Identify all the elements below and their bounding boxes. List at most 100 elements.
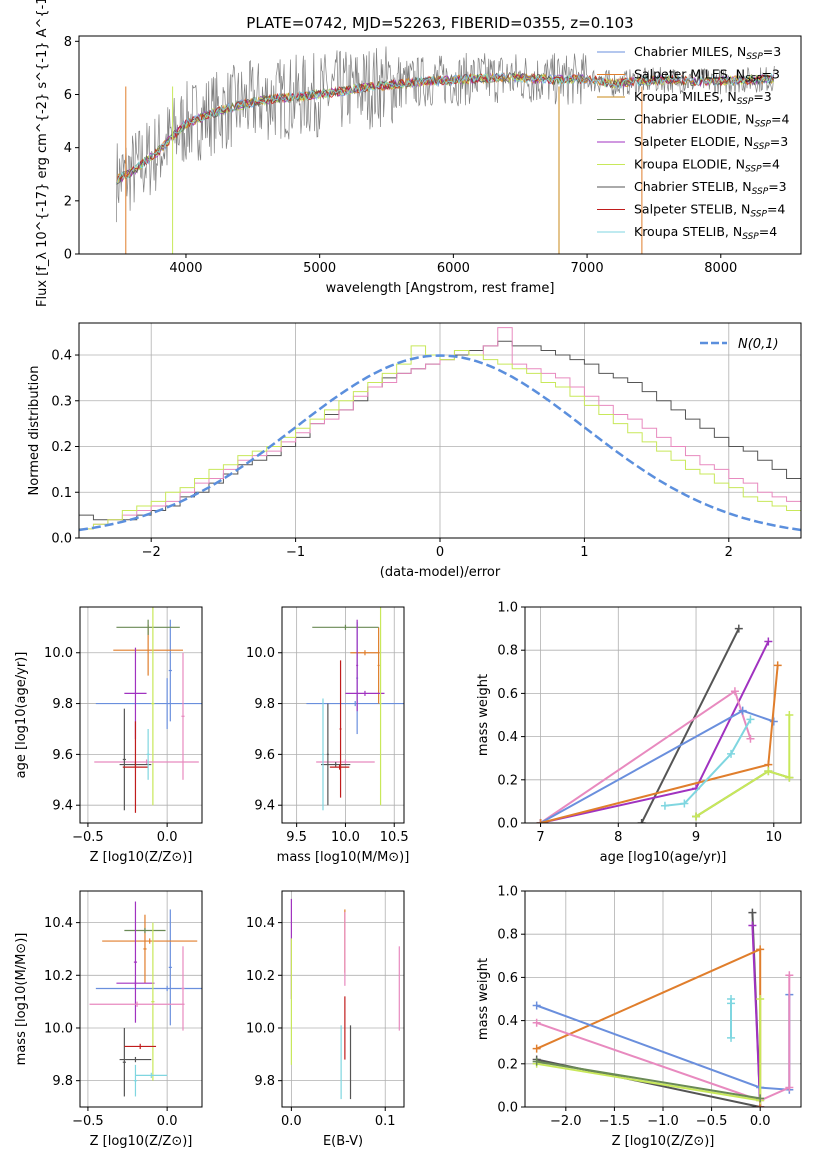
weight-marker <box>727 995 736 1003</box>
weight-line <box>695 770 790 818</box>
plot-area <box>115 46 775 254</box>
y-tick-label: 0.2 <box>497 1057 518 1072</box>
histogram-step <box>79 327 801 530</box>
x-tick-label: 2 <box>725 545 733 560</box>
weight-marker <box>746 715 755 724</box>
weight-line <box>536 912 762 1107</box>
weight-marker <box>746 734 755 743</box>
x-tick-label: −1.5 <box>599 1114 631 1129</box>
y-tick-label: 10.2 <box>246 969 275 984</box>
legend-label: Salpeter STELIB, NSSP=4 <box>634 202 785 220</box>
legend-label: Chabrier STELIB, NSSP=3 <box>634 179 787 197</box>
y-axis-label: age [log10(age/yr)] <box>14 652 29 779</box>
x-axis-label: E(B-V) <box>323 1134 363 1149</box>
weight-marker <box>637 819 646 823</box>
legend-label: Salpeter ELODIE, NSSP=3 <box>634 134 788 152</box>
y-tick-label: 0.6 <box>497 971 518 986</box>
x-tick-label: 8000 <box>704 261 737 276</box>
x-tick-label: 10 <box>766 830 783 845</box>
axes-frame <box>79 890 203 1108</box>
x-tick-label: −0.5 <box>72 1114 104 1129</box>
y-axis-label: mass [log10(M/M⊙)] <box>14 933 29 1066</box>
y-tick-label: 0.3 <box>51 394 72 409</box>
y-tick-label: 10.2 <box>44 969 73 984</box>
axes-frame <box>281 606 405 824</box>
weight-line <box>640 628 740 823</box>
weight-marker <box>785 971 794 980</box>
y-tick-label: 8 <box>64 35 72 50</box>
legend-sub: SSP <box>742 232 759 242</box>
legend-rest: =3 <box>762 67 780 82</box>
legend-sub: SSP <box>750 210 767 220</box>
weight-marker <box>532 1057 541 1066</box>
y-tick-label: 0.4 <box>51 349 72 364</box>
weight-marker <box>756 1094 765 1103</box>
y-tick-label: 9.8 <box>254 697 275 712</box>
histogram-step <box>79 345 801 530</box>
x-tick-label: 0.0 <box>281 1114 302 1129</box>
x-tick-label: −1 <box>286 545 305 560</box>
y-tick-label: 0.8 <box>497 928 518 943</box>
y-axis-label: mass weight <box>476 674 491 756</box>
weight-line <box>536 999 762 1102</box>
y-tick-label: 0 <box>64 248 72 263</box>
age_vs_Z-panel: −0.5 0.0 9.4 9.6 9.8 10.0 Z [log10(Z/Z⊙)] age [… <box>14 606 203 865</box>
y-tick-label: 10.0 <box>246 646 275 661</box>
x-tick-label: 7 <box>536 830 544 845</box>
x-axis-label: Z [log10(Z/Z⊙)] <box>90 850 193 865</box>
y-tick-label: 10.0 <box>44 646 73 661</box>
mass_vs_Z-panel: −0.5 0.0 9.8 10.0 10.2 10.4 Z [log10(Z/Z⊙)] mas… <box>14 890 203 1149</box>
model-line <box>115 72 774 185</box>
legend-sub: SSP <box>753 142 770 152</box>
x-axis-label: Z [log10(Z/Z⊙)] <box>612 1134 715 1149</box>
weight-marker <box>734 624 743 633</box>
plot-area <box>79 327 801 532</box>
y-tick-label: 0.2 <box>497 773 518 788</box>
weight-line <box>540 709 775 823</box>
x-axis-label: wavelength [Angstrom, rest frame] <box>326 281 555 296</box>
y-tick-label: 9.4 <box>254 799 275 814</box>
x-tick-label: 0 <box>436 545 444 560</box>
legend-sub: SSP <box>746 52 763 62</box>
x-tick-label: 4000 <box>169 261 202 276</box>
legend-rest: =3 <box>763 44 781 59</box>
x-tick-label: 9.5 <box>286 830 307 845</box>
axes-frame <box>78 35 802 255</box>
weight-line <box>536 1060 761 1100</box>
x-tick-label: −1.0 <box>647 1114 679 1129</box>
weight-line <box>664 718 752 807</box>
y-tick-label: 9.4 <box>52 799 73 814</box>
weight-marker <box>532 1001 541 1010</box>
gaussian-curve <box>79 354 801 532</box>
y-axis-label: Normed distribution <box>27 366 42 496</box>
y-tick-label: 0.0 <box>497 817 518 832</box>
y-tick-label: 0.4 <box>497 730 518 745</box>
x-axis-label: (data-model)/error <box>380 565 501 580</box>
y-axis-label: mass weight <box>476 958 491 1040</box>
x-tick-label: 10.0 <box>331 830 360 845</box>
legend-label: Chabrier MILES, NSSP=3 <box>634 44 781 62</box>
y-tick-label: 0.0 <box>497 1101 518 1116</box>
x-tick-label: 0.0 <box>157 830 178 845</box>
y-tick-label: 1.0 <box>497 601 518 616</box>
y-tick-label: 9.8 <box>254 1074 275 1089</box>
x-tick-label: −2 <box>142 545 161 560</box>
legend-label: Kroupa ELODIE, NSSP=4 <box>634 157 780 175</box>
plot-area <box>89 901 202 1097</box>
legend-sub: SSP <box>745 75 762 85</box>
x-tick-label: 10.5 <box>380 830 409 845</box>
axes-frame <box>281 890 405 1108</box>
x-tick-label: 0.1 <box>375 1114 396 1129</box>
chart-title: PLATE=0742, MJD=52263, FIBERID=0355, z=0… <box>246 14 633 32</box>
legend-rest: =4 <box>767 202 785 217</box>
weight-line <box>751 925 762 1107</box>
weight-marker <box>756 995 765 1003</box>
legend-label: Chabrier ELODIE, NSSP=4 <box>634 112 789 130</box>
weight-marker <box>727 749 736 758</box>
x-tick-label: 9 <box>692 830 700 845</box>
y-tick-label: 10.4 <box>246 916 275 931</box>
y-tick-label: 10.0 <box>246 1021 275 1036</box>
y-tick-label: 6 <box>64 88 72 103</box>
weight-marker <box>785 1083 794 1092</box>
x-tick-label: −2.0 <box>550 1114 582 1129</box>
